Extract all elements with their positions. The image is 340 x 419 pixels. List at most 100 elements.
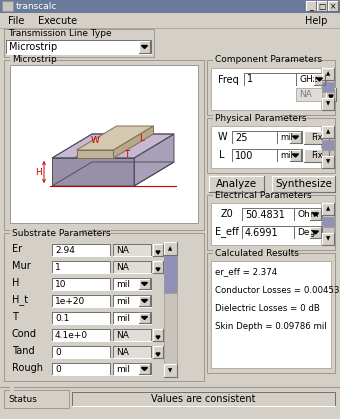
Polygon shape: [76, 150, 114, 158]
Polygon shape: [141, 367, 148, 370]
Bar: [0, 0, 340, 13]
Text: Help: Help: [305, 16, 327, 26]
Bar: [10, 65, 198, 223]
Text: 2.94: 2.94: [55, 246, 75, 254]
Text: 4.1e+0: 4.1e+0: [55, 331, 88, 339]
Text: NA: NA: [116, 331, 129, 339]
Text: Dielectric Losses = 0 dB: Dielectric Losses = 0 dB: [215, 303, 320, 313]
Bar: [139, 41, 150, 53]
Polygon shape: [156, 251, 160, 254]
Bar: [290, 132, 301, 143]
Text: NA: NA: [116, 347, 129, 357]
Bar: [322, 82, 334, 92]
Text: 1e+20: 1e+20: [55, 297, 85, 305]
Text: 1: 1: [55, 262, 61, 272]
Polygon shape: [292, 136, 299, 139]
Bar: [296, 73, 326, 86]
Polygon shape: [156, 336, 160, 339]
Text: Status: Status: [8, 395, 37, 403]
Text: GHz: GHz: [299, 75, 318, 84]
Text: E_eff: E_eff: [215, 227, 239, 238]
Text: ▼: ▼: [326, 236, 330, 241]
Text: T: T: [12, 312, 18, 322]
Text: mil: mil: [280, 133, 293, 142]
Bar: [52, 346, 110, 358]
Bar: [113, 329, 151, 341]
Text: H: H: [35, 168, 41, 176]
Bar: [113, 363, 151, 375]
Text: Freq: Freq: [218, 75, 238, 85]
Bar: [304, 131, 329, 144]
Bar: [310, 209, 321, 220]
Bar: [322, 68, 334, 110]
Polygon shape: [329, 95, 333, 99]
Text: Tand: Tand: [12, 346, 35, 356]
Text: Calculated Results: Calculated Results: [215, 248, 299, 258]
Bar: [328, 1, 338, 11]
Polygon shape: [76, 126, 153, 150]
Text: 50.4831: 50.4831: [245, 210, 285, 220]
Bar: [213, 250, 278, 257]
Bar: [207, 195, 335, 250]
Bar: [296, 88, 326, 101]
Text: L: L: [219, 150, 225, 160]
Bar: [290, 150, 301, 161]
Bar: [153, 244, 163, 256]
Text: ▼: ▼: [326, 101, 330, 106]
Bar: [213, 57, 285, 64]
Text: W: W: [91, 135, 100, 145]
Bar: [6, 40, 151, 54]
Bar: [322, 156, 334, 168]
Text: 10: 10: [55, 279, 67, 289]
Bar: [207, 118, 335, 173]
Bar: [139, 313, 150, 323]
Text: Fix: Fix: [311, 133, 322, 142]
Bar: [10, 57, 48, 64]
Text: Electrical Parameters: Electrical Parameters: [215, 191, 312, 199]
Text: Execute: Execute: [38, 16, 77, 26]
Bar: [326, 88, 336, 101]
Text: 100: 100: [235, 150, 253, 160]
Text: Cond: Cond: [12, 329, 37, 339]
Text: ▲: ▲: [326, 72, 330, 77]
Text: 4.6991: 4.6991: [245, 228, 278, 238]
Text: L: L: [139, 134, 144, 142]
Bar: [153, 346, 163, 358]
Bar: [322, 68, 334, 80]
Bar: [52, 363, 110, 375]
Text: Er: Er: [12, 244, 22, 254]
Bar: [294, 208, 322, 221]
Text: Mur: Mur: [12, 261, 31, 271]
Text: Deg: Deg: [297, 228, 315, 237]
Polygon shape: [52, 134, 174, 158]
Text: 0: 0: [55, 365, 61, 373]
Text: 0: 0: [55, 347, 61, 357]
Text: Component Parameters: Component Parameters: [215, 55, 322, 65]
Bar: [322, 140, 334, 150]
Text: Rough: Rough: [12, 363, 43, 373]
Bar: [310, 227, 321, 238]
Text: 25: 25: [235, 132, 248, 142]
Text: NA: NA: [116, 246, 129, 254]
Text: ▲: ▲: [326, 207, 330, 212]
Bar: [322, 233, 334, 245]
Bar: [4, 29, 154, 57]
Bar: [322, 98, 334, 110]
Text: □: □: [318, 2, 326, 11]
Bar: [306, 1, 316, 11]
Polygon shape: [312, 213, 319, 216]
Bar: [4, 233, 204, 381]
Bar: [10, 387, 14, 394]
Bar: [209, 176, 264, 192]
Bar: [213, 115, 281, 122]
Bar: [164, 255, 177, 293]
Text: Values are consistent: Values are consistent: [151, 394, 255, 404]
Polygon shape: [292, 154, 299, 157]
Bar: [164, 364, 177, 377]
Text: 0.1: 0.1: [55, 313, 69, 323]
Bar: [322, 203, 334, 215]
Bar: [113, 244, 151, 256]
Bar: [0, 13, 340, 28]
Bar: [211, 203, 321, 245]
Bar: [213, 192, 288, 199]
